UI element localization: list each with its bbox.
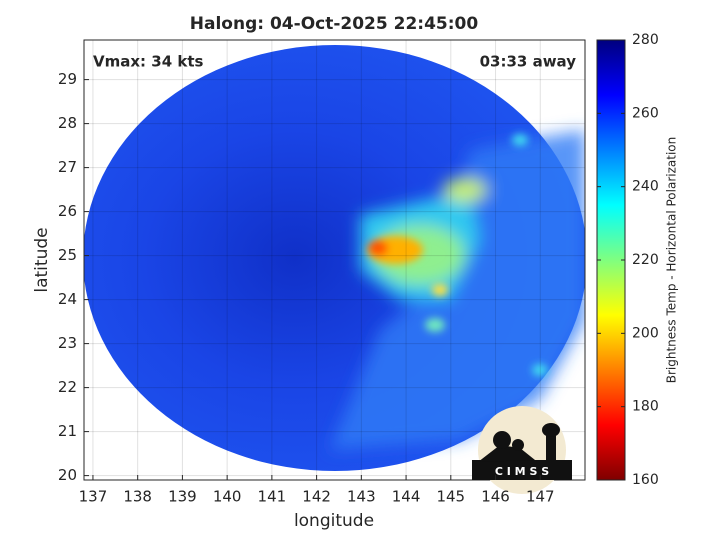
y-tick-label: 23 bbox=[58, 334, 77, 352]
logo-text: C I M S S bbox=[495, 465, 549, 478]
y-axis-label: latitude bbox=[32, 227, 52, 292]
y-tick-label: 22 bbox=[58, 378, 77, 396]
colorbar-tick-label: 260 bbox=[632, 105, 659, 121]
x-tick-label: 143 bbox=[347, 488, 376, 506]
x-tick-label: 137 bbox=[79, 488, 108, 506]
y-tick-label: 27 bbox=[58, 158, 77, 176]
plot-frame bbox=[83, 39, 586, 481]
y-tick-label: 20 bbox=[58, 466, 77, 484]
satellite-image bbox=[84, 45, 585, 471]
annotation: Vmax: 34 kts bbox=[93, 53, 203, 71]
x-tick-label: 141 bbox=[258, 488, 287, 506]
colorbar-tick-label: 160 bbox=[632, 472, 659, 488]
y-tick-label: 25 bbox=[58, 246, 77, 264]
x-tick-label: 147 bbox=[526, 488, 555, 506]
x-tick-label: 145 bbox=[436, 488, 465, 506]
logo: C I M S S bbox=[472, 406, 572, 494]
x-tick-label: 142 bbox=[302, 488, 331, 506]
colorbar-tick-label: 200 bbox=[632, 325, 659, 341]
x-tick-label: 146 bbox=[481, 488, 510, 506]
x-tick-label: 139 bbox=[168, 488, 197, 506]
colorbar-label: Brightness Temp - Horizontal Polarizatio… bbox=[665, 137, 679, 384]
colorbar-tick-label: 180 bbox=[632, 399, 659, 415]
y-tick-label: 26 bbox=[58, 202, 77, 220]
y-tick-label: 24 bbox=[58, 290, 77, 308]
x-tick-label: 138 bbox=[123, 488, 152, 506]
colorbar bbox=[596, 39, 626, 481]
x-tick-label: 140 bbox=[213, 488, 242, 506]
x-axis-label: longitude bbox=[294, 511, 374, 531]
x-tick-label: 144 bbox=[392, 488, 421, 506]
y-tick-label: 21 bbox=[58, 422, 77, 440]
colorbar-tick-label: 280 bbox=[632, 32, 659, 48]
y-tick-label: 28 bbox=[58, 114, 77, 132]
colorbar-tick-label: 240 bbox=[632, 179, 659, 195]
colorbar-tick-label: 220 bbox=[632, 252, 659, 268]
y-tick-label: 29 bbox=[58, 70, 77, 88]
annotation: 03:33 away bbox=[480, 53, 577, 71]
chart-title: Halong: 04-Oct-2025 22:45:00 bbox=[190, 14, 479, 34]
